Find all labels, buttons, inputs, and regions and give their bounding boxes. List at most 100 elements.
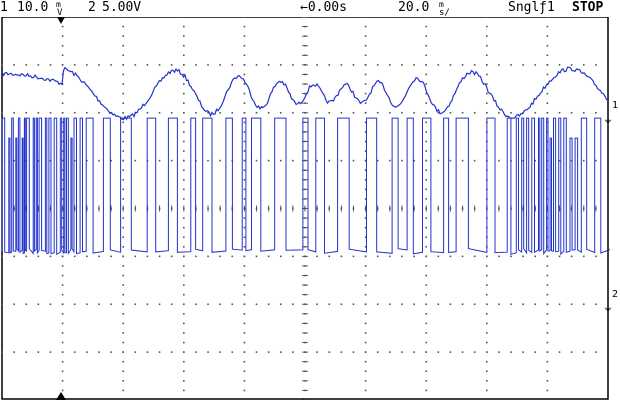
- graticule-dot: [61, 54, 64, 57]
- graticule-dot: [110, 159, 112, 162]
- graticule-dot: [243, 226, 246, 229]
- graticule-dot: [498, 64, 500, 66]
- graticule-dot: [546, 255, 549, 258]
- graticule-dot: [49, 351, 52, 353]
- graticule-dot: [364, 169, 367, 171]
- graticule-dot: [595, 64, 597, 66]
- channel-1-trace: [1, 66, 609, 121]
- graticule-dot: [364, 246, 367, 248]
- graticule-dot: [122, 25, 124, 28]
- graticule-dot: [546, 265, 549, 267]
- graticule-dot: [61, 246, 64, 248]
- graticule-dot: [134, 303, 137, 306]
- graticule-dot: [243, 370, 246, 373]
- graticule-dot: [61, 284, 64, 286]
- graticule-dot: [413, 351, 415, 353]
- graticule-dot: [183, 102, 185, 104]
- graticule-dot: [86, 303, 88, 306]
- graticule-dot: [183, 255, 185, 258]
- graticule-dot: [316, 255, 318, 258]
- graticule-dot: [183, 389, 185, 392]
- graticule-dot: [207, 255, 209, 258]
- trigger-delay: ←0.00s: [300, 0, 347, 15]
- graticule-dot: [219, 159, 221, 162]
- graticule-dot: [522, 159, 524, 162]
- graticule-dot: [219, 255, 221, 258]
- graticule-dot: [122, 102, 124, 104]
- graticule-dot: [425, 111, 427, 114]
- graticule-dot: [546, 35, 549, 37]
- graticule-dot: [61, 236, 64, 239]
- graticule-dot: [425, 140, 427, 143]
- graticule-dot: [437, 159, 440, 162]
- graticule-dot: [449, 351, 452, 353]
- graticule-dot: [61, 44, 64, 47]
- graticule-dot: [86, 159, 88, 162]
- graticule-dot: [183, 64, 185, 66]
- graticule-dot: [486, 293, 488, 296]
- graticule-dot: [73, 64, 76, 66]
- graticule-dot: [61, 370, 64, 373]
- graticule-dot: [61, 159, 64, 162]
- graticule-dot: [146, 64, 149, 66]
- graticule-dot: [183, 265, 185, 267]
- graticule-dot: [183, 341, 185, 344]
- graticule-dot: [292, 111, 294, 114]
- graticule-dot: [534, 303, 537, 306]
- graticule-dot: [146, 111, 149, 114]
- graticule-dot: [352, 255, 355, 258]
- graticule-dot: [449, 159, 452, 162]
- timebase-units: s/: [439, 8, 450, 18]
- graticule-dot: [510, 255, 512, 258]
- graticule-dot: [61, 255, 64, 258]
- graticule-dot: [328, 64, 331, 66]
- graticule-dot: [195, 351, 197, 353]
- graticule-dot: [425, 293, 427, 296]
- graticule-dot: [25, 255, 28, 258]
- graticule-dot: [61, 198, 64, 200]
- graticule-dot: [243, 25, 246, 28]
- graticule-dot: [170, 255, 173, 258]
- graticule-dot: [122, 246, 124, 248]
- graticule-dot: [425, 217, 427, 219]
- graticule-dot: [61, 332, 64, 334]
- graticule-dot: [146, 255, 149, 258]
- graticule-dot: [486, 73, 488, 76]
- graticule-dot: [243, 198, 246, 200]
- graticule-dot: [61, 303, 64, 306]
- graticule-dot: [461, 111, 464, 114]
- graticule-dot: [37, 64, 40, 66]
- graticule-dot: [401, 111, 403, 114]
- graticule-dot: [340, 255, 343, 258]
- graticule-dot: [122, 150, 124, 152]
- graticule-dot: [401, 255, 403, 258]
- graticule-dot: [437, 255, 440, 258]
- graticule-dot: [122, 73, 124, 76]
- channel-2-ground-marker: 2: [612, 289, 619, 300]
- graticule-dot: [413, 111, 415, 114]
- graticule-dot: [437, 303, 440, 306]
- graticule-dot: [352, 111, 355, 114]
- graticule-dot: [425, 351, 427, 353]
- graticule-dot: [86, 111, 88, 114]
- graticule-dot: [267, 255, 270, 258]
- graticule-dot: [413, 159, 415, 162]
- graticule-dot: [243, 44, 246, 47]
- graticule-dot: [364, 236, 367, 239]
- graticule-dot: [486, 83, 488, 85]
- graticule-dot: [546, 246, 549, 248]
- graticule-dot: [558, 111, 561, 114]
- graticule-dot: [279, 351, 282, 353]
- graticule-dot: [243, 188, 246, 191]
- graticule-dot: [486, 111, 488, 114]
- graticule-dot: [486, 255, 488, 258]
- graticule-dot: [425, 169, 427, 171]
- graticule-dot: [183, 236, 185, 239]
- graticule-dot: [292, 351, 294, 353]
- graticule-dot: [364, 313, 367, 315]
- graticule-dot: [122, 389, 124, 392]
- graticule-dot: [473, 64, 476, 66]
- graticule-dot: [425, 102, 427, 104]
- graticule-dot: [486, 92, 488, 95]
- trigger-source: 1: [547, 0, 555, 15]
